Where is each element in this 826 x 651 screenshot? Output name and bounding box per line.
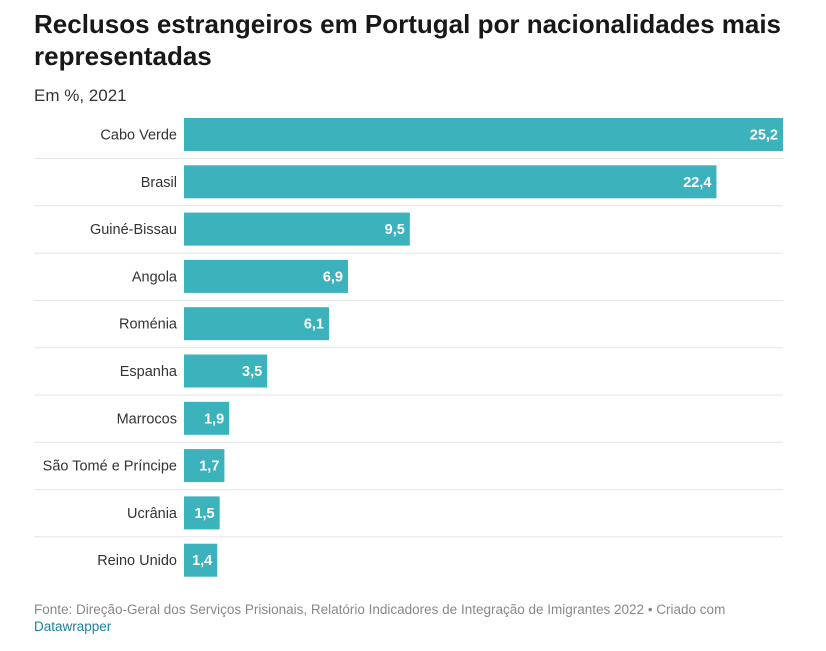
bar [184, 259, 349, 293]
bar [184, 212, 410, 246]
value-label: 1,7 [199, 459, 219, 475]
value-label: 22,4 [683, 175, 711, 191]
bar-chart: Cabo Verde 25,2 Brasil 22,4 Guiné-Bissau 9,5 A… [34, 118, 783, 577]
chart-subtitle: Em %, 2021 [34, 86, 127, 105]
bar [184, 165, 717, 199]
category-label: Reino Unido [97, 553, 177, 569]
value-label: 1,9 [204, 411, 224, 427]
datawrapper-link[interactable]: Datawrapper [34, 619, 112, 634]
value-label: 9,5 [385, 222, 405, 238]
source-footer: Fonte: Direção-Geral dos Serviços Prisio… [34, 601, 804, 635]
value-label: 6,1 [304, 317, 324, 333]
category-label: Brasil [141, 175, 177, 191]
bar [184, 543, 218, 577]
category-label: Marrocos [117, 411, 177, 427]
value-label: 1,5 [194, 506, 214, 522]
bar [184, 307, 329, 341]
bar [184, 496, 220, 530]
bar [184, 118, 783, 151]
value-label: 6,9 [323, 269, 343, 285]
value-label: 3,5 [242, 364, 262, 380]
source-text: Fonte: Direção-Geral dos Serviços Prisio… [34, 602, 726, 617]
value-label: 1,4 [192, 553, 212, 569]
value-label: 25,2 [750, 128, 778, 144]
bar [184, 354, 268, 388]
category-label: Roménia [119, 317, 178, 333]
category-label: Angola [132, 269, 178, 285]
category-label: Cabo Verde [100, 128, 177, 144]
category-label: Espanha [120, 364, 178, 380]
bar [184, 401, 230, 435]
category-label: São Tomé e Príncipe [43, 459, 177, 475]
chart-title: Reclusos estrangeiros em Portugal por na… [34, 9, 782, 71]
category-label: Guiné-Bissau [90, 222, 177, 238]
category-label: Ucrânia [127, 506, 178, 522]
bar [184, 449, 225, 483]
